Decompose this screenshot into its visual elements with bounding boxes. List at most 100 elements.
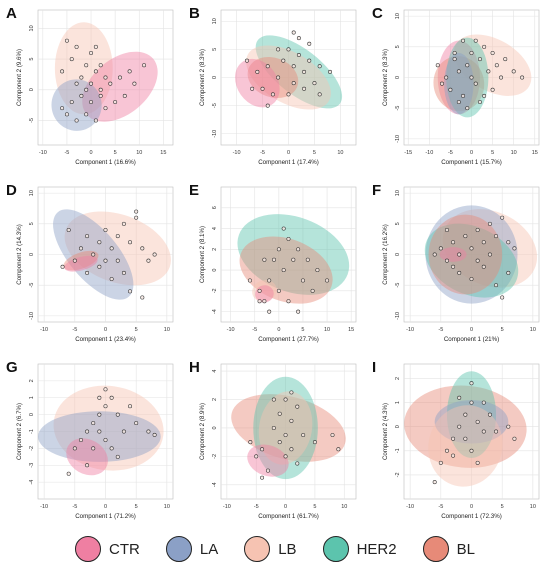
points-layer [60, 38, 147, 123]
data-point [152, 252, 157, 257]
data-point [265, 468, 270, 473]
data-point [103, 404, 108, 409]
legend: CTR LA LB HER2 BL [0, 532, 550, 566]
data-point [66, 227, 71, 232]
data-point [325, 278, 330, 283]
data-point [283, 433, 288, 438]
legend-swatch-bl [422, 536, 449, 562]
plot-area [220, 363, 357, 500]
data-point [473, 38, 478, 43]
data-point [444, 448, 449, 453]
y-tick-label: -4 [212, 309, 218, 314]
data-point [260, 475, 265, 480]
ellipse-bl [428, 214, 503, 295]
y-tick-label: 5 [395, 45, 401, 48]
data-point [494, 63, 499, 68]
data-point [98, 93, 103, 98]
y-tick-label: 5 [29, 58, 35, 61]
data-point [260, 86, 265, 91]
y-tick-label: 0 [395, 253, 401, 256]
data-point [438, 460, 443, 465]
data-point [272, 257, 277, 262]
x-tick-label: 0 [287, 150, 290, 156]
data-point [307, 41, 312, 46]
x-tick-label: 5 [313, 150, 316, 156]
y-tick-label: 0 [395, 76, 401, 79]
y-tick-label: -3 [29, 463, 35, 468]
data-point [281, 58, 286, 63]
y-tick-label: 2 [212, 398, 218, 401]
data-point [134, 209, 139, 214]
x-tick-label: -5 [72, 327, 77, 333]
data-point [494, 234, 499, 239]
x-axis-label: Component 1 (16.6%) [75, 159, 136, 166]
data-point [451, 240, 456, 245]
ellipse-her2 [237, 214, 350, 295]
x-tick-label: 10 [530, 327, 536, 333]
x-tick-label: 5 [491, 150, 494, 156]
points-layer [66, 387, 157, 476]
panel-letter: I [372, 359, 376, 376]
data-point [109, 395, 114, 400]
data-point [477, 100, 482, 105]
data-point [312, 440, 317, 445]
data-point [499, 75, 504, 80]
ellipse-lb [64, 211, 171, 286]
y-tick-label: -4 [212, 482, 218, 487]
data-point [97, 395, 102, 400]
data-point [481, 240, 486, 245]
data-point [438, 246, 443, 251]
data-point [291, 64, 296, 69]
data-point [506, 270, 511, 275]
y-tick-label: -5 [395, 283, 401, 288]
data-point [146, 258, 151, 263]
data-point [267, 309, 272, 314]
x-tick-label: 5 [301, 327, 304, 333]
data-point [74, 44, 79, 49]
data-point [457, 270, 462, 275]
y-tick-label: 0 [212, 76, 218, 79]
data-point [461, 93, 466, 98]
data-point [469, 50, 474, 55]
panel-letter: B [189, 5, 200, 22]
y-tick-label: 0 [29, 88, 35, 91]
legend-label: CTR [109, 540, 140, 558]
data-point [89, 50, 94, 55]
panel-e: E -10 -5 0 5 10 15 -4 -2 0 2 4 6 Component 1 (27.7%) C… [189, 182, 357, 343]
ellipse-bl [404, 385, 527, 468]
data-point [310, 288, 315, 293]
y-tick-label: 0 [212, 426, 218, 429]
ellipse-la [444, 52, 474, 115]
x-tick-label: -5 [438, 504, 443, 510]
data-point [481, 264, 486, 269]
y-tick-label: -1 [29, 429, 35, 434]
data-point [91, 446, 96, 451]
x-tick-label: -15 [404, 150, 412, 156]
data-point [439, 81, 444, 86]
data-point [93, 44, 98, 49]
data-point [295, 404, 300, 409]
y-axis-label: Component 2 (8.1%) [199, 226, 206, 283]
data-point [121, 270, 126, 275]
data-point [511, 69, 516, 74]
points-layer [244, 30, 333, 108]
data-point [506, 240, 511, 245]
points-layer [435, 38, 525, 111]
ellipse-ctr [82, 51, 158, 122]
data-point [140, 295, 145, 300]
data-point [283, 454, 288, 459]
y-tick-label: 6 [212, 206, 218, 209]
x-tick-label: -5 [260, 150, 265, 156]
panel-h: H -10 -5 0 5 10 -4 -2 0 2 4 Component 1 (61.7%) Comp… [189, 359, 357, 520]
x-tick-label: -5 [448, 150, 453, 156]
x-tick-label: -10 [406, 504, 414, 510]
x-tick-label: 10 [164, 504, 170, 510]
data-point [487, 412, 492, 417]
data-point [115, 454, 120, 459]
panel-letter: D [6, 182, 17, 199]
data-point [132, 81, 137, 86]
ellipse-lb [54, 22, 113, 115]
data-point [103, 106, 108, 111]
data-point [93, 118, 98, 123]
data-point [97, 429, 102, 434]
